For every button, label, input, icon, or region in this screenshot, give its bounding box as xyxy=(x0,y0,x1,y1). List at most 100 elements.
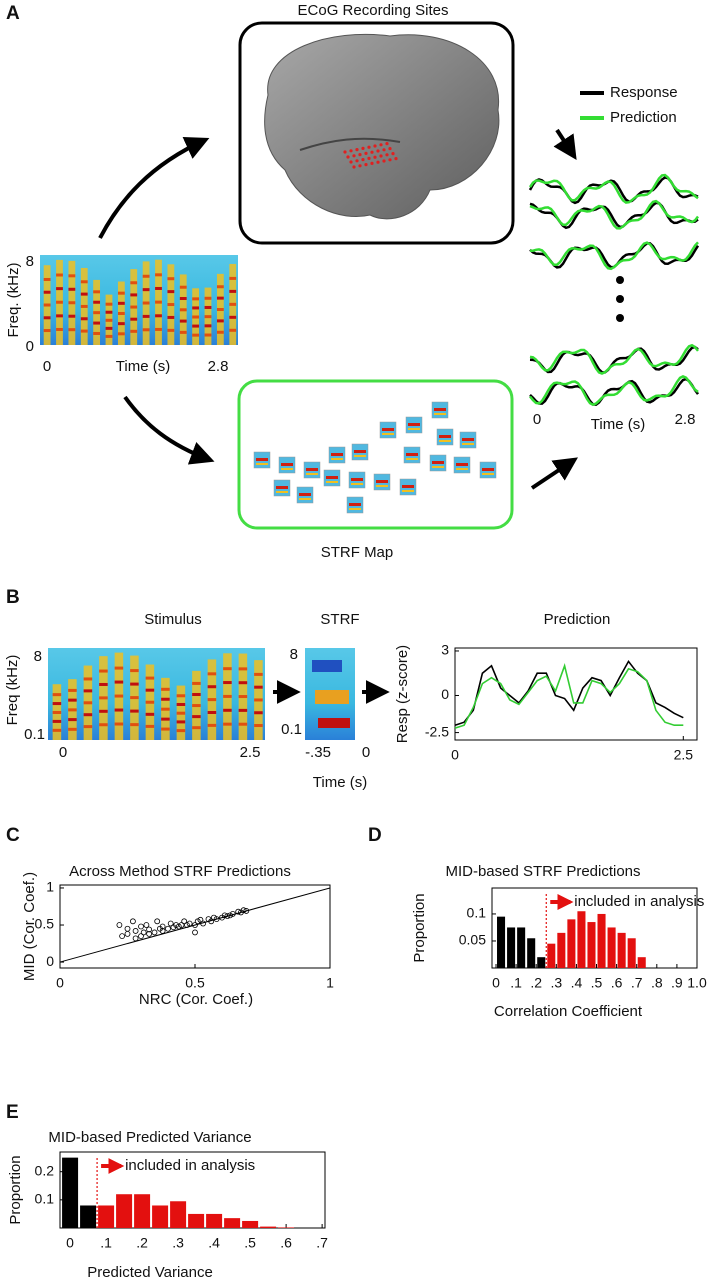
spectrogram-band xyxy=(229,328,237,332)
spectrogram-band xyxy=(204,296,212,300)
y-tick-label: 0 xyxy=(26,338,34,355)
bar xyxy=(152,1205,169,1228)
bar xyxy=(537,957,546,968)
annotation: included in analysis xyxy=(574,893,704,910)
bar xyxy=(134,1194,151,1228)
spectrogram-band xyxy=(254,672,263,676)
strf-thumb-band xyxy=(351,483,363,485)
spectrogram-band xyxy=(155,273,162,277)
x-tick-label: -.35 xyxy=(305,744,331,761)
electrode xyxy=(376,149,380,153)
strf-thumb-band xyxy=(376,480,388,483)
bar xyxy=(188,1213,205,1228)
spectrogram-band xyxy=(43,290,51,294)
spectrogram-band xyxy=(68,708,77,712)
strf-thumb-band xyxy=(299,493,311,496)
spectrogram-band xyxy=(229,315,237,319)
point xyxy=(186,920,193,927)
spectrogram-band xyxy=(145,724,155,728)
spectrogram-band xyxy=(68,727,77,731)
spectrogram-band xyxy=(56,273,63,277)
brain-box xyxy=(238,21,515,245)
electrode xyxy=(361,158,365,162)
y-tick-label: 8 xyxy=(290,646,298,663)
bar xyxy=(497,916,506,968)
trace xyxy=(529,375,699,407)
bar xyxy=(260,1226,277,1228)
spectrogram-band xyxy=(207,685,217,689)
electrode xyxy=(346,155,350,159)
point xyxy=(138,923,144,930)
bar xyxy=(617,932,626,968)
spectrogram-band xyxy=(204,333,212,337)
spectrogram-band xyxy=(204,305,212,309)
strf-thumb-band xyxy=(439,440,451,442)
spectrogram-band xyxy=(130,696,139,700)
electrode xyxy=(373,144,377,148)
electrode xyxy=(364,151,368,155)
x-tick-label: 0 xyxy=(43,358,51,375)
spectrogram-band xyxy=(130,329,138,333)
electrode xyxy=(382,148,386,152)
spectrogram-band xyxy=(93,290,101,294)
spectrogram-band xyxy=(238,681,248,685)
electrode xyxy=(373,155,377,159)
panel-title: Stimulus xyxy=(144,611,202,628)
spectrogram-band xyxy=(192,333,200,337)
spectrogram-band xyxy=(130,669,139,673)
strf-thumb-band xyxy=(382,433,394,435)
arrow xyxy=(123,395,215,465)
strf-thumb-band xyxy=(299,498,311,500)
strf-thumb-band xyxy=(382,428,394,431)
bar xyxy=(547,943,556,968)
legend-label: Prediction xyxy=(610,109,677,126)
spectrogram-band xyxy=(68,688,77,692)
point xyxy=(119,933,125,940)
spectrogram-band xyxy=(99,682,108,686)
spectrogram-band xyxy=(130,317,138,321)
plot-frame xyxy=(454,647,698,741)
spectrogram-band xyxy=(179,285,187,289)
x-tick-label: .8 xyxy=(651,975,663,991)
electrode xyxy=(364,163,368,167)
bar xyxy=(62,1157,79,1228)
spectrogram-band xyxy=(83,677,93,681)
x-axis-label: Time (s) xyxy=(116,358,170,375)
electrode xyxy=(343,150,347,154)
x-tick-label: .4 xyxy=(208,1235,220,1251)
spectrogram-band xyxy=(68,718,77,722)
x-tick-label: 2.8 xyxy=(208,358,229,375)
spectrogram-band xyxy=(223,667,232,671)
spectrogram-band xyxy=(254,724,263,728)
spectrogram-band xyxy=(179,308,187,312)
strf-thumb-band xyxy=(408,423,420,426)
strf-thumb-band xyxy=(354,450,366,453)
bar xyxy=(607,927,616,968)
x-tick-label: 0 xyxy=(66,1235,74,1251)
electrode xyxy=(382,159,386,163)
point xyxy=(146,926,153,933)
electrode xyxy=(370,150,374,154)
spectrogram-band xyxy=(145,700,155,704)
spectrogram-band xyxy=(207,698,217,702)
identity-line xyxy=(59,887,331,963)
spectrogram-band xyxy=(68,698,77,702)
point xyxy=(192,929,198,936)
strf-thumb-band xyxy=(432,461,444,464)
spectrogram-band xyxy=(176,720,186,724)
panel-title: STRF xyxy=(320,611,359,628)
box-caption: STRF Map xyxy=(321,544,394,561)
bar xyxy=(557,932,566,968)
spectrogram-band xyxy=(56,327,63,331)
point xyxy=(197,916,204,923)
spectrogram-band xyxy=(223,708,232,712)
spectrogram-band xyxy=(167,315,175,319)
spectrogram-band xyxy=(56,300,63,304)
spectrogram-band xyxy=(99,696,108,700)
bar xyxy=(98,1205,115,1228)
x-axis-label: Time (s) xyxy=(313,774,367,791)
panel-label: D xyxy=(368,825,382,846)
point xyxy=(138,933,144,940)
spectrogram-band xyxy=(216,319,224,323)
spectrogram-band xyxy=(207,672,217,676)
